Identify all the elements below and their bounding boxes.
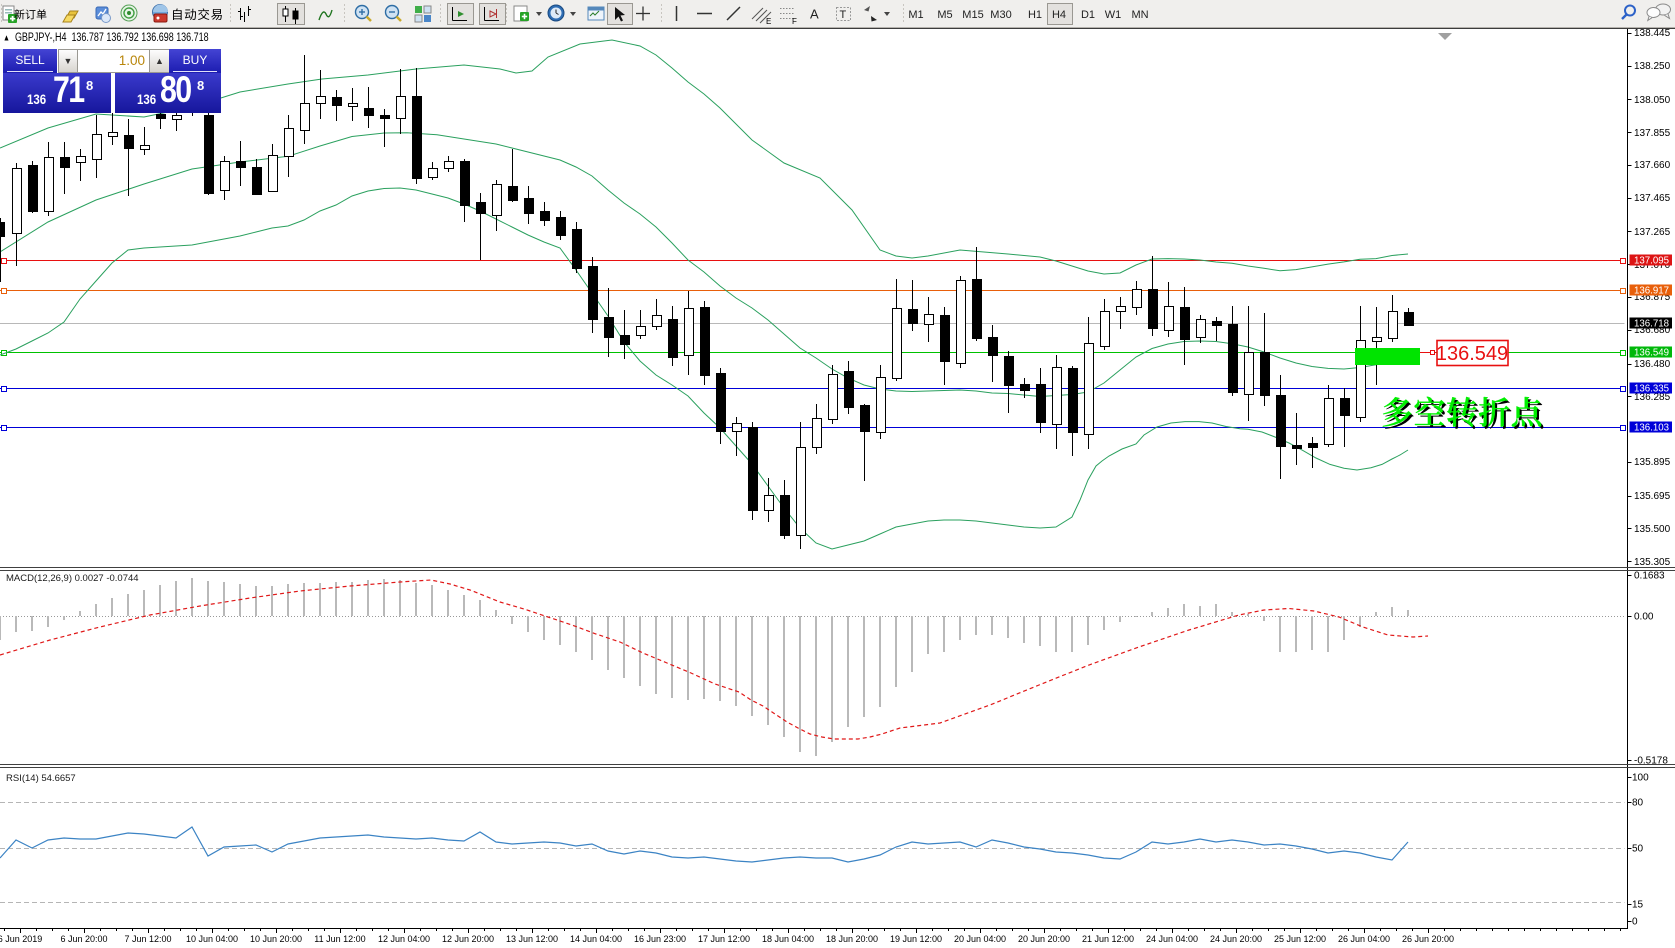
svg-text:MACD(12,26,9) 0.0027 -0.0744: MACD(12,26,9) 0.0027 -0.0744 [6,573,139,584]
svg-text:100: 100 [1632,773,1649,784]
svg-text:136.549: 136.549 [1436,343,1508,365]
svg-text:26 Jun 04:00: 26 Jun 04:00 [1338,934,1390,944]
svg-text:18 Jun 04:00: 18 Jun 04:00 [762,934,814,944]
svg-text:136.549: 136.549 [1634,348,1669,359]
svg-text:12 Jun 04:00: 12 Jun 04:00 [378,934,430,944]
svg-text:138.250: 138.250 [1634,61,1671,72]
svg-text:H1: H1 [1028,9,1042,21]
svg-text:138.445: 138.445 [1634,28,1671,39]
svg-text:24 Jun 04:00: 24 Jun 04:00 [1146,934,1198,944]
svg-text:136.875: 136.875 [1634,292,1671,303]
svg-text:50: 50 [1632,844,1644,855]
svg-text:M30: M30 [990,9,1011,21]
svg-text:17 Jun 12:00: 17 Jun 12:00 [698,934,750,944]
svg-text:135.500: 135.500 [1634,524,1671,535]
svg-text:6 Jun 2019: 6 Jun 2019 [0,934,42,944]
svg-text:137.855: 137.855 [1634,128,1671,139]
svg-text:135.695: 135.695 [1634,491,1671,502]
svg-text:12 Jun 20:00: 12 Jun 20:00 [442,934,494,944]
svg-text:16 Jun 23:00: 16 Jun 23:00 [634,934,686,944]
svg-text:24 Jun 20:00: 24 Jun 20:00 [1210,934,1262,944]
svg-text:W1: W1 [1105,9,1122,21]
svg-text:0.00: 0.00 [1634,612,1654,623]
svg-text:MN: MN [1131,9,1148,21]
svg-text:D1: D1 [1081,9,1095,21]
svg-text:21 Jun 12:00: 21 Jun 12:00 [1082,934,1134,944]
svg-text:80: 80 [1632,798,1644,809]
svg-text:6 Jun 20:00: 6 Jun 20:00 [60,934,107,944]
svg-text:0.1683: 0.1683 [1634,571,1665,582]
svg-text:138.050: 138.050 [1634,95,1671,106]
svg-text:RSI(14) 54.6657: RSI(14) 54.6657 [6,773,76,784]
svg-text:A: A [810,7,819,22]
svg-text:14 Jun 04:00: 14 Jun 04:00 [570,934,622,944]
svg-text:137.660: 137.660 [1634,160,1671,171]
svg-text:15: 15 [1632,900,1644,911]
svg-text:136.335: 136.335 [1634,384,1669,395]
svg-text:M5: M5 [937,9,952,21]
svg-text:136.480: 136.480 [1634,359,1671,370]
svg-text:137.465: 137.465 [1634,193,1671,204]
svg-text:F: F [792,17,797,26]
svg-text:135.895: 135.895 [1634,457,1671,468]
svg-text:136.718: 136.718 [1634,319,1669,330]
svg-text:H4: H4 [1052,9,1066,21]
svg-text:7 Jun 12:00: 7 Jun 12:00 [124,934,171,944]
svg-text:10 Jun 20:00: 10 Jun 20:00 [250,934,302,944]
svg-text:136.285: 136.285 [1634,392,1671,403]
svg-text:20 Jun 20:00: 20 Jun 20:00 [1018,934,1070,944]
svg-text:137.095: 137.095 [1634,256,1669,267]
svg-text:18 Jun 20:00: 18 Jun 20:00 [826,934,878,944]
svg-text:E: E [766,17,771,26]
svg-text:136.103: 136.103 [1634,423,1669,434]
svg-text:135.305: 135.305 [1634,557,1671,568]
svg-text:0: 0 [1632,917,1638,928]
svg-text:10 Jun 04:00: 10 Jun 04:00 [186,934,238,944]
svg-text:T: T [840,9,847,21]
svg-text:19 Jun 12:00: 19 Jun 12:00 [890,934,942,944]
svg-text:20 Jun 04:00: 20 Jun 04:00 [954,934,1006,944]
svg-text:136.680: 136.680 [1634,325,1671,336]
svg-text:13 Jun 12:00: 13 Jun 12:00 [506,934,558,944]
svg-text:26 Jun 20:00: 26 Jun 20:00 [1402,934,1454,944]
svg-text:136.917: 136.917 [1634,286,1669,297]
svg-text:M15: M15 [962,9,983,21]
svg-text:25 Jun 12:00: 25 Jun 12:00 [1274,934,1326,944]
svg-text:M1: M1 [908,9,923,21]
svg-text:11 Jun 12:00: 11 Jun 12:00 [314,934,365,944]
svg-text:137.265: 137.265 [1634,227,1671,238]
svg-text:-0.5178: -0.5178 [1634,756,1668,767]
